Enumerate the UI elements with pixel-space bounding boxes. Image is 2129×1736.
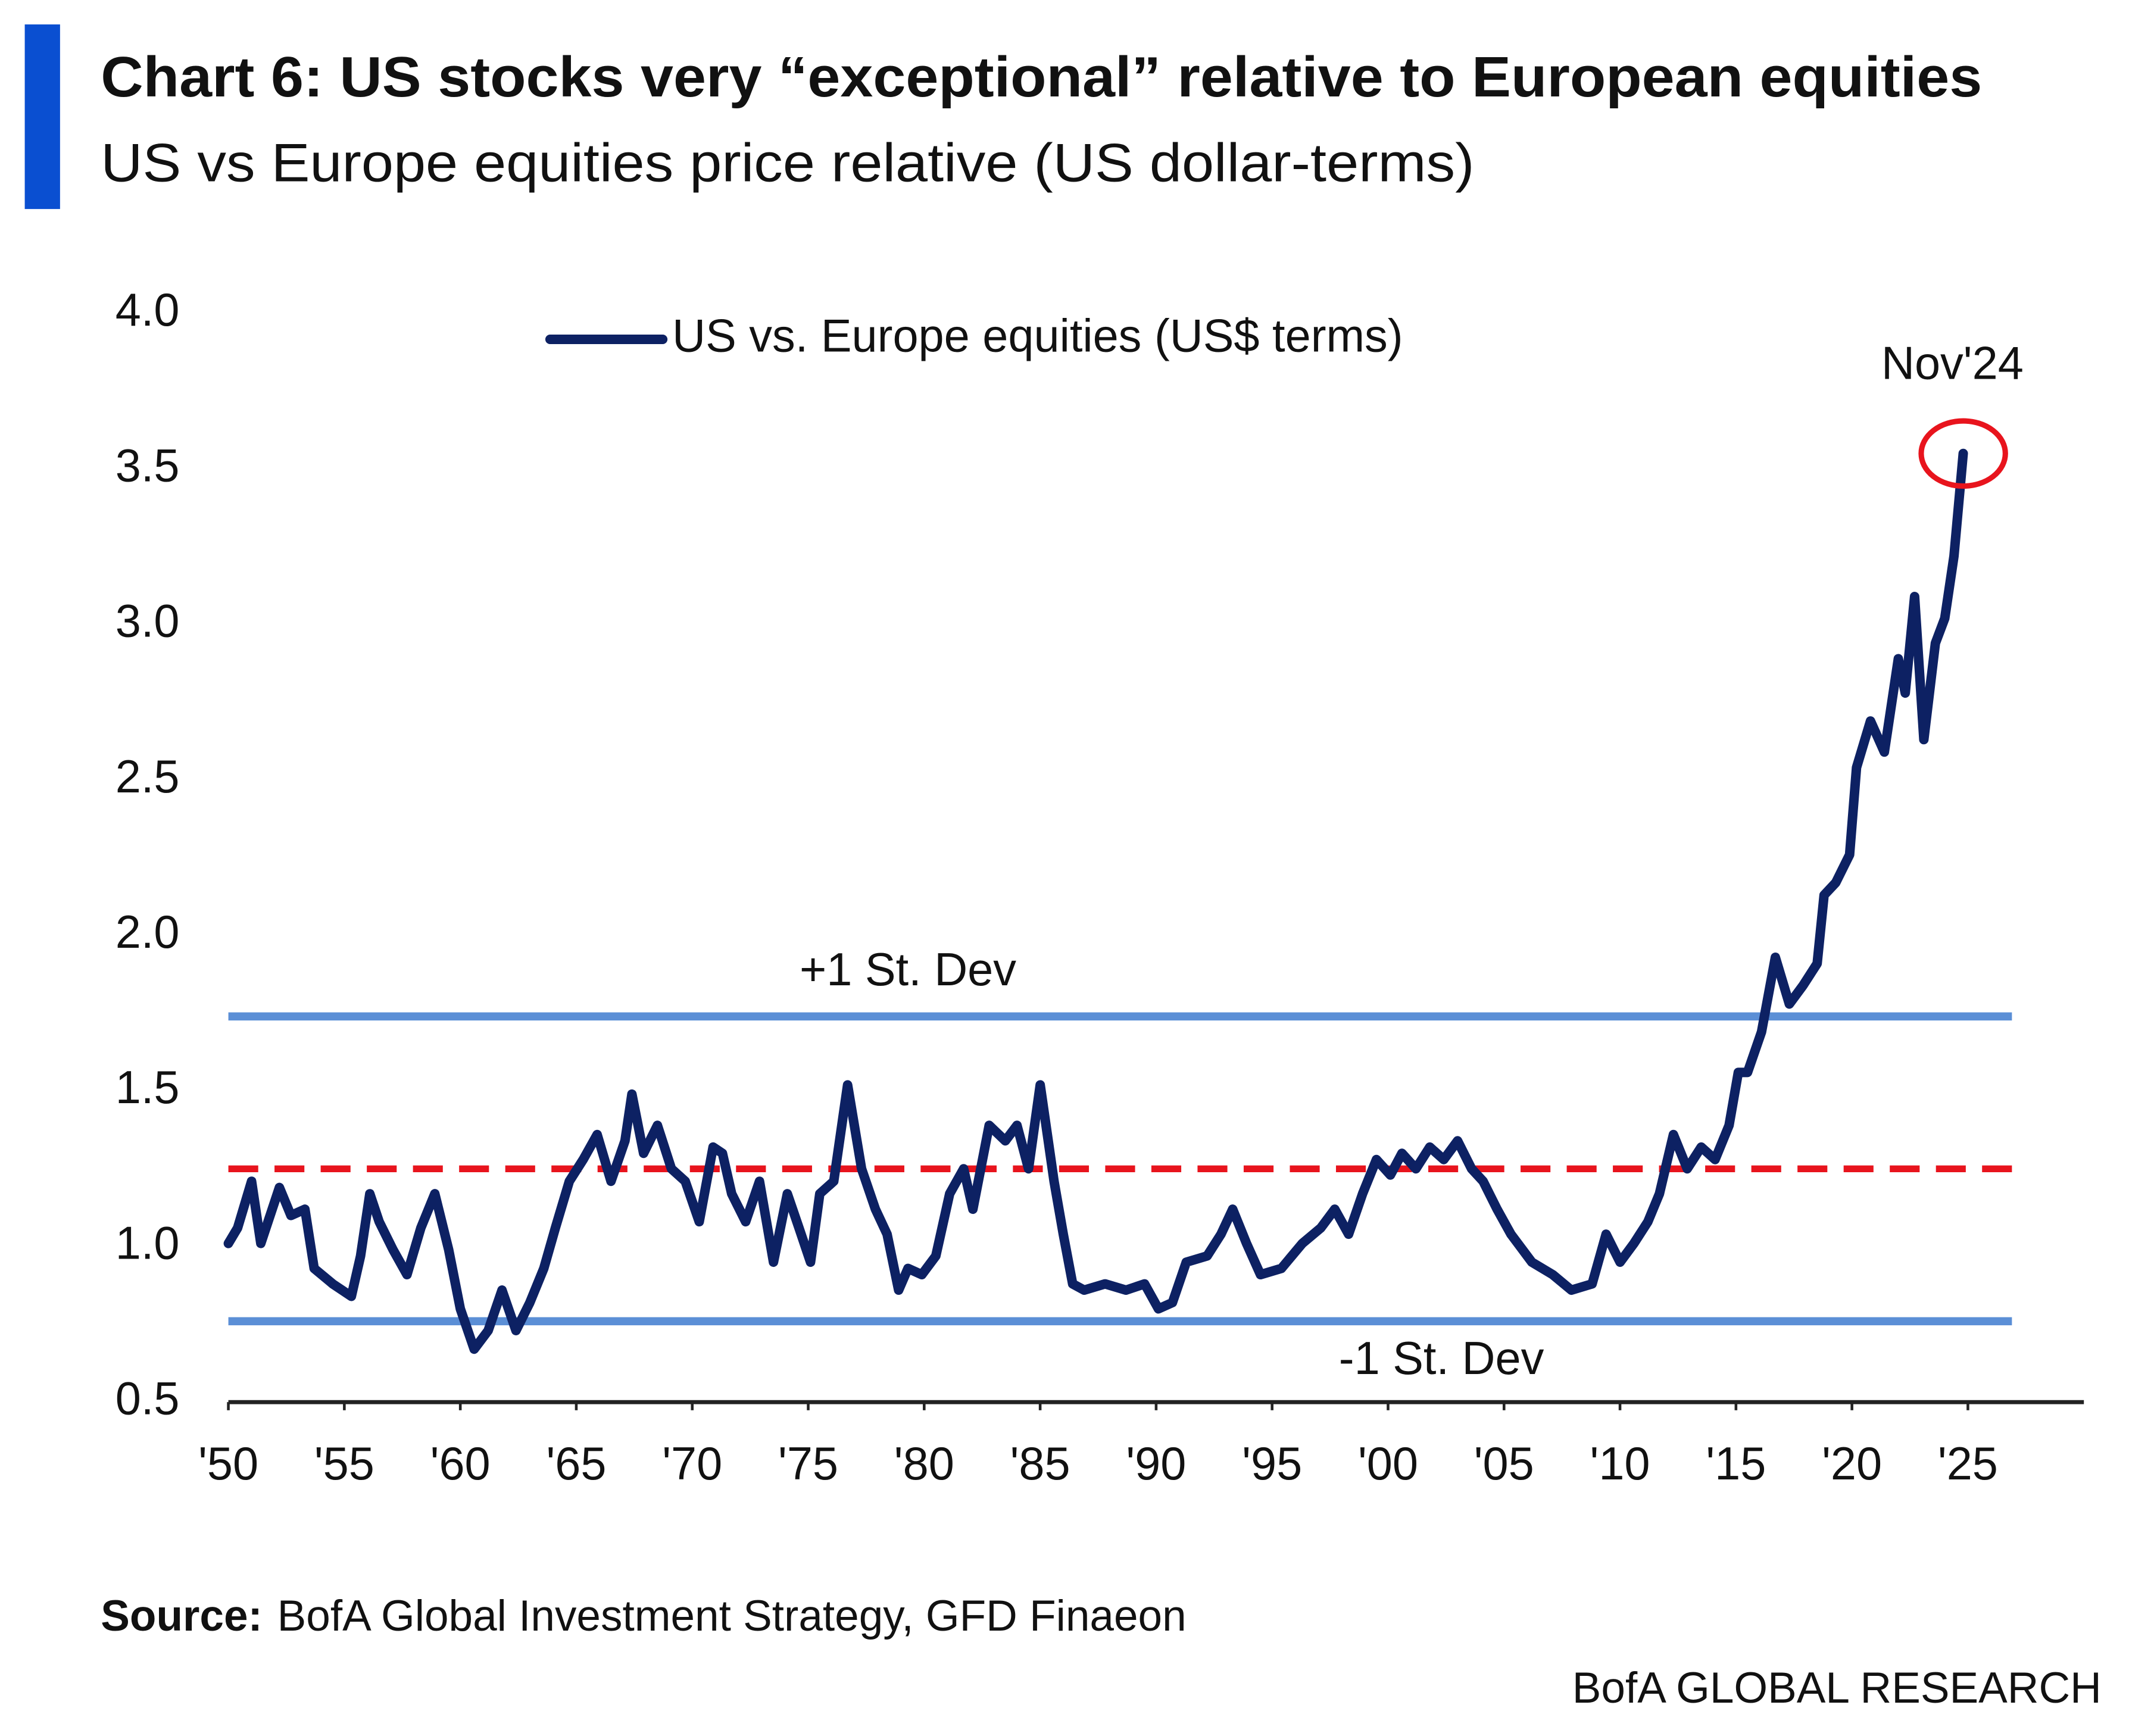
- y-tick-label: 3.5: [115, 440, 180, 491]
- source-text: BofA Global Investment Strategy, GFD Fin…: [277, 1592, 1187, 1640]
- y-tick-label: 2.5: [115, 751, 180, 803]
- x-tick-label: '25: [1938, 1438, 1998, 1490]
- x-tick-label: '20: [1822, 1438, 1882, 1490]
- x-tick-label: '75: [778, 1438, 838, 1490]
- source-label: Source:: [101, 1592, 263, 1640]
- x-tick-label: '85: [1010, 1438, 1070, 1490]
- x-tick-label: '90: [1126, 1438, 1186, 1490]
- x-tick-label: '80: [894, 1438, 954, 1490]
- chart-subtitle: US vs Europe equities price relative (US…: [101, 133, 1474, 193]
- y-tick-label: 0.5: [115, 1373, 180, 1425]
- chart-title: Chart 6: US stocks very “exceptional” re…: [101, 45, 1982, 109]
- y-tick-label: 1.5: [115, 1062, 180, 1113]
- highlight-circle: [1918, 418, 2008, 489]
- x-tick-label: '95: [1242, 1438, 1302, 1490]
- x-tick-label: '65: [546, 1438, 606, 1490]
- x-tick-label: '60: [430, 1438, 491, 1490]
- y-tick-label: 4.0: [115, 285, 180, 336]
- x-tick-label: '00: [1358, 1438, 1418, 1490]
- x-tick-label: '55: [314, 1438, 374, 1490]
- data-line: [223, 448, 1968, 1354]
- y-tick-label: 1.0: [115, 1217, 180, 1269]
- y-tick-label: 3.0: [115, 596, 180, 647]
- title-accent-bar: [24, 24, 60, 210]
- x-tick-label: '50: [198, 1438, 258, 1490]
- annotation: Nov'24: [1881, 338, 2024, 389]
- reference-label: -1 St. Dev: [1339, 1333, 1544, 1384]
- x-tick-label: '10: [1590, 1438, 1650, 1490]
- legend-label: US vs. Europe equities (US$ terms): [672, 310, 1403, 361]
- brand: BofA GLOBAL RESEARCH: [1572, 1664, 2102, 1712]
- y-tick-label: 2.0: [115, 907, 180, 958]
- x-tick-label: '70: [662, 1438, 722, 1490]
- x-tick-label: '15: [1706, 1438, 1766, 1490]
- reference-label: +1 St. Dev: [800, 944, 1016, 995]
- x-tick-label: '05: [1474, 1438, 1534, 1490]
